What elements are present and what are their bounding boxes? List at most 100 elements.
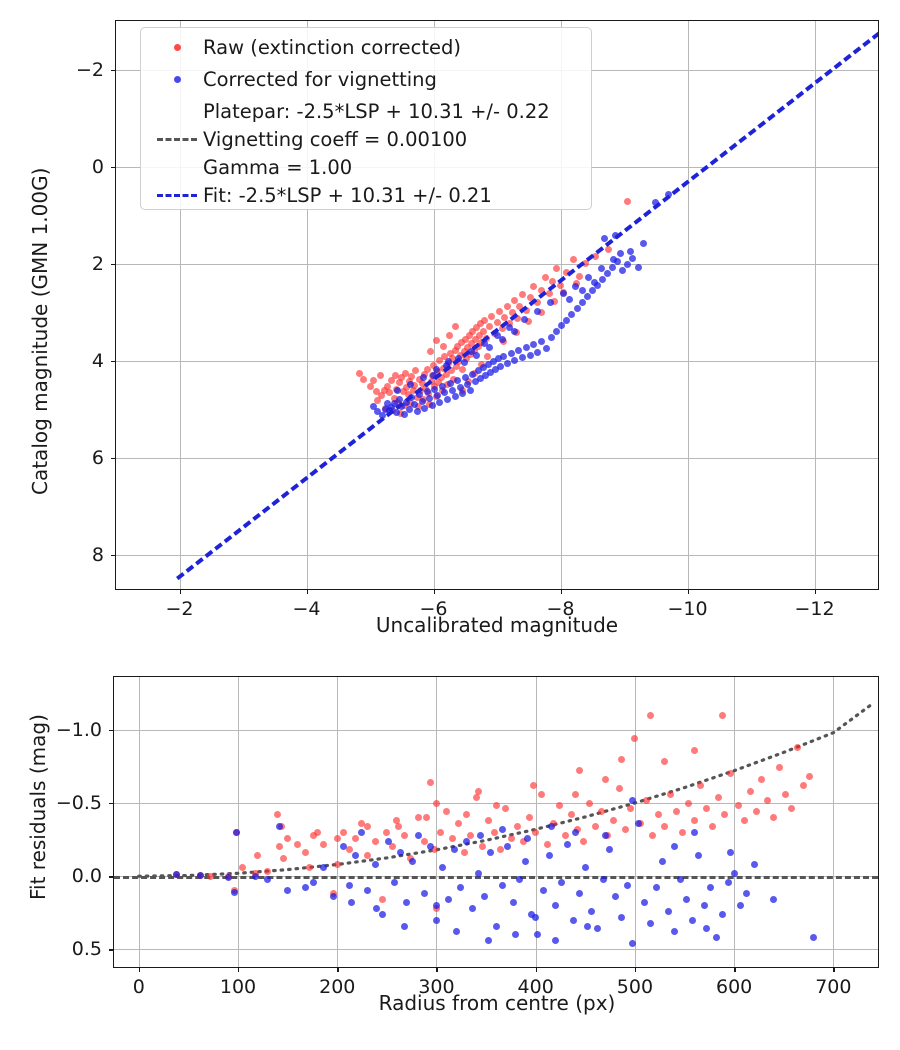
gridline-horizontal [114, 949, 878, 951]
scatter-point [384, 400, 392, 408]
y-tick-label: −2 [75, 58, 104, 81]
scatter-point [776, 764, 784, 772]
scatter-point [313, 828, 321, 836]
scatter-point [736, 902, 744, 909]
scatter-point [224, 874, 232, 882]
scatter-point [427, 377, 435, 385]
scatter-point [363, 887, 371, 895]
scatter-point [479, 328, 487, 336]
y-tick-label: 6 [91, 446, 104, 469]
scatter-point [493, 318, 501, 326]
scatter-point [616, 249, 624, 257]
y-tick [109, 802, 114, 805]
scatter-point [302, 849, 309, 857]
gridline-vertical [337, 677, 339, 967]
scatter-point [410, 381, 418, 389]
scatter-point [460, 849, 468, 857]
scatter-point [457, 338, 465, 346]
scatter-point [437, 374, 445, 382]
scatter-point [452, 928, 460, 936]
scatter-point [576, 272, 584, 280]
x-tick [179, 589, 181, 594]
scatter-point [504, 843, 512, 851]
scatter-point [433, 392, 441, 400]
scatter-point [537, 286, 545, 294]
x-tick [734, 967, 736, 972]
scatter-point [456, 884, 464, 892]
scatter-point [730, 869, 738, 877]
scatter-point [460, 347, 468, 355]
gridline-horizontal [116, 457, 878, 459]
scatter-point [370, 376, 378, 384]
scatter-point [264, 875, 272, 883]
scatter-point [752, 808, 760, 816]
scatter-point [430, 362, 437, 370]
scatter-point [742, 890, 750, 898]
scatter-point [549, 277, 557, 285]
scatter-point [538, 790, 546, 798]
scatter-point [583, 922, 591, 930]
scatter-point [423, 366, 431, 374]
scatter-point [329, 893, 337, 901]
fit-residuals-xlabel: Radius from centre (px) [378, 991, 616, 1015]
scatter-point [647, 711, 655, 719]
scatter-point [746, 787, 754, 795]
scatter-point [441, 389, 449, 397]
scatter-point [230, 888, 238, 896]
scatter-point [546, 299, 554, 307]
scatter-point [629, 940, 637, 948]
scatter-point [379, 910, 387, 918]
scatter-point [524, 834, 532, 842]
scatter-point [393, 817, 401, 824]
scatter-point [718, 711, 726, 719]
x-tick-label: 100 [219, 976, 257, 998]
scatter-point [464, 380, 472, 388]
scatter-point [516, 303, 524, 310]
scatter-point [388, 376, 396, 384]
scatter-point [452, 363, 460, 371]
scatter-point [446, 379, 454, 387]
scatter-point [388, 403, 396, 411]
legend-marker-none [151, 156, 203, 178]
gridline-vertical [734, 677, 736, 967]
scatter-point [474, 367, 482, 374]
gridline-vertical [833, 677, 835, 967]
scatter-point [526, 814, 534, 822]
scatter-point [690, 746, 698, 754]
scatter-point [405, 405, 413, 413]
scatter-point [624, 261, 632, 269]
legend-marker-raw-dot [173, 43, 181, 51]
scatter-point [724, 878, 732, 886]
scatter-point [516, 875, 524, 883]
scatter-point [510, 899, 518, 907]
scatter-point [477, 374, 484, 382]
scatter-point [363, 822, 371, 830]
scatter-point [591, 253, 599, 261]
scatter-point [400, 410, 408, 418]
scatter-point [374, 408, 382, 416]
y-tick [111, 555, 116, 557]
scatter-point [712, 934, 720, 942]
scatter-point [417, 387, 425, 395]
scatter-point [486, 849, 494, 857]
scatter-point [397, 409, 404, 417]
scatter-point [471, 377, 479, 385]
scatter-point [483, 335, 491, 342]
scatter-point [447, 367, 455, 374]
scatter-point [383, 828, 391, 836]
scatter-point [454, 342, 462, 350]
scatter-point [641, 899, 649, 907]
scatter-point [442, 808, 450, 816]
scatter-point [532, 913, 540, 921]
scatter-point [661, 822, 669, 830]
scatter-point [582, 260, 590, 268]
x-tick-label: 600 [715, 976, 753, 998]
scatter-point [601, 235, 609, 242]
scatter-point [671, 928, 679, 936]
scatter-point [770, 814, 778, 822]
y-tick-label: 0.5 [71, 938, 102, 961]
scatter-point [585, 799, 593, 807]
scatter-point [614, 258, 622, 266]
y-tick-label: 4 [91, 349, 104, 372]
scatter-point [530, 781, 538, 789]
